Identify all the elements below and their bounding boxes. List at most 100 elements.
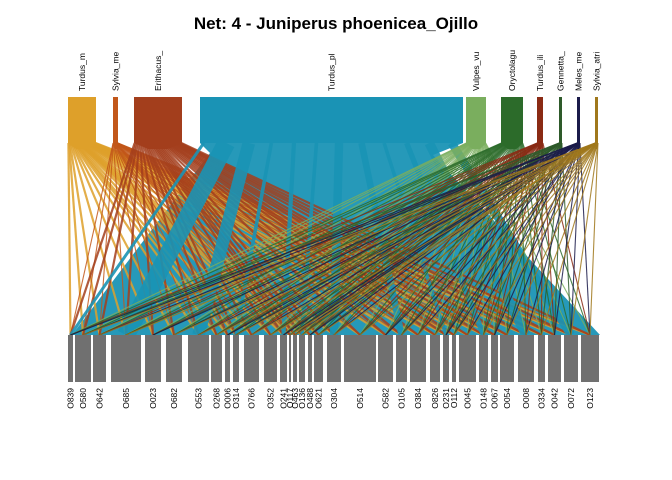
lower-bar-gap [91, 335, 93, 382]
higher-bar-taper-turdus-m [68, 143, 96, 149]
lower-bar-gap [456, 335, 459, 382]
link-meles-me-o580 [82, 142, 578, 336]
higher-label-turdus-m: Turdus_m [77, 53, 87, 91]
link-meles-me-o463 [294, 142, 579, 336]
lower-bar-o136 [299, 335, 305, 382]
link-sylvia-me-o642 [98, 142, 114, 336]
link-meles-me-o006 [227, 142, 578, 336]
link-meles-me-o045 [467, 142, 580, 336]
lower-label-o839: O839 [66, 388, 76, 409]
lower-bar-o042 [548, 335, 561, 382]
lower-bar-gap [291, 335, 293, 382]
lower-label-o766: O766 [247, 388, 257, 409]
link-sylvia-atri-o621 [318, 142, 597, 336]
lower-label-o072: O072 [566, 388, 576, 409]
higher-bar-turdus-pl [200, 97, 463, 143]
interaction-links [67, 138, 600, 340]
lower-label-o352: O352 [266, 388, 276, 409]
link-erithacus--o006 [144, 142, 229, 336]
lower-bar-gap [561, 335, 564, 382]
lower-bar-gap [476, 335, 479, 382]
lower-bar-o072 [564, 335, 578, 382]
lower-bar-o352 [264, 335, 277, 382]
link-turdus-pl-o839 [69, 142, 205, 336]
link-sylvia-atri-o148 [483, 142, 598, 336]
lower-label-o463: O463 [290, 388, 300, 409]
lower-bar-gap [312, 335, 314, 382]
lower-bar-o045 [459, 335, 476, 382]
lower-label-o006: O006 [223, 388, 233, 409]
link-sylvia-atri-o826 [434, 142, 598, 336]
link-meles-me-o766 [251, 142, 579, 336]
higher-bar-taper-oryctolagu [501, 143, 523, 149]
lower-label-o054: O054 [502, 388, 512, 409]
link-erithacus--o621 [157, 142, 320, 336]
lower-bar-gap [440, 335, 443, 382]
link-sylvia-atri-o105 [401, 142, 598, 336]
lower-bar-gap [514, 335, 518, 382]
lower-bar-o682 [166, 335, 182, 382]
lower-level-labels: O839 O580 O642 O685 O023 O682 O553 O268 O006O314… [66, 388, 596, 409]
link-sylvia-atri-o123 [589, 142, 599, 336]
link-sylvia-atri-o304 [333, 142, 597, 336]
lower-bar-gap [73, 335, 75, 382]
link-gennetta--o148 [482, 142, 562, 336]
lower-bar-o123 [581, 335, 599, 382]
link-sylvia-me-o839 [69, 142, 114, 336]
lower-bar-gap [277, 335, 280, 382]
lower-label-o112: O112 [449, 388, 459, 408]
link-gennetta--o514 [359, 142, 562, 336]
link-sylvia-atri-o682 [173, 142, 596, 336]
higher-bar-taper-sylvia-me [113, 143, 118, 149]
lower-label-o682: O682 [169, 388, 179, 409]
lower-bar-gap [534, 335, 538, 382]
lower-bar-o241 [280, 335, 287, 382]
link-erithacus--o839 [69, 142, 136, 336]
lower-bar-o268 [211, 335, 222, 382]
link-sylvia-atri-o514 [359, 142, 598, 336]
link-sylvia-atri-o642 [99, 142, 596, 336]
link-vulpes-vu-o642 [99, 142, 468, 336]
lower-bar-gap [407, 335, 410, 382]
higher-bar-turdus-m [68, 97, 96, 143]
link-sylvia-atri-o054 [506, 142, 599, 336]
lower-label-o621: O621 [314, 388, 324, 409]
link-sylvia-atri-o008 [525, 142, 599, 336]
lower-bar-o334 [538, 335, 545, 382]
higher-bar-taper-gennetta [559, 143, 562, 149]
lower-bar-gap [393, 335, 396, 382]
lower-bar-gap [341, 335, 344, 382]
higher-bar-erithacus [134, 97, 182, 143]
lower-bar-gap [230, 335, 233, 382]
link-meles-me-o839 [70, 142, 578, 336]
lower-label-o067: O067 [490, 388, 500, 409]
higher-label-vulpes-vu: Vulpes_vu [471, 51, 481, 91]
lower-bar-o553 [188, 335, 209, 382]
link-oryctolagu-o023 [152, 142, 505, 336]
lower-bar-gap [141, 335, 145, 382]
link-erithacus--o642 [98, 142, 139, 336]
lower-bar-gap [161, 335, 166, 382]
higher-bar-oryctolagu [501, 97, 523, 143]
higher-bar-taper-meles-me [577, 143, 580, 149]
lower-bar-o580 [75, 335, 91, 382]
link-turdus-m-o682 [71, 142, 175, 336]
lower-bar-o766 [244, 335, 259, 382]
lower-bar-gap [376, 335, 378, 382]
link-turdus-m-o839 [67, 142, 72, 336]
link-erithacus--o685 [124, 142, 140, 336]
lower-label-o553: O553 [194, 388, 204, 409]
lower-bar-o642 [93, 335, 106, 382]
link-sylvia-atri-o580 [82, 142, 596, 336]
lower-label-o268: O268 [212, 388, 222, 409]
lower-label-o241: O241 [279, 388, 289, 409]
lower-bar-o514 [344, 335, 376, 382]
lower-label-o042: O042 [550, 388, 560, 409]
lower-bar-o314 [233, 335, 239, 382]
link-turdus-ili-o268 [216, 142, 539, 336]
lower-bar-gap [305, 335, 308, 382]
link-gennetta--o580 [82, 142, 560, 336]
link-sylvia-atri-o314 [235, 142, 597, 336]
lower-label-o514: O514 [355, 388, 365, 409]
link-oryctolagu-o553 [198, 142, 506, 336]
